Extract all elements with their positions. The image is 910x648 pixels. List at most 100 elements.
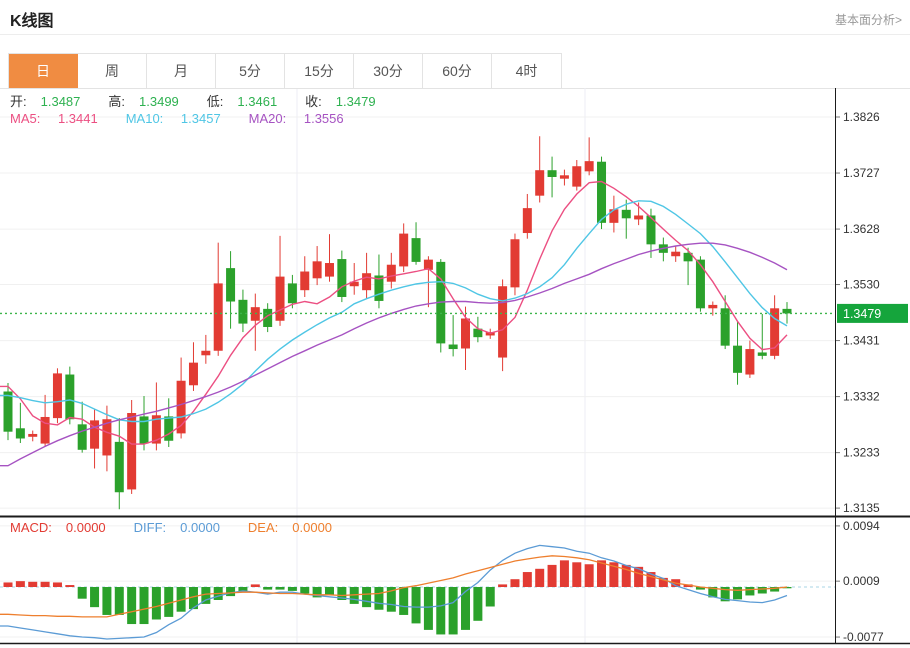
macd-bar xyxy=(201,587,211,604)
price-axis-label: 1.3431 xyxy=(843,334,880,348)
macd-bar xyxy=(634,566,644,587)
candle-body xyxy=(399,233,409,267)
macd-bar xyxy=(535,568,545,587)
legend-item-DEA: DEA: 0.0000 xyxy=(247,520,333,535)
macd-bar xyxy=(300,587,310,594)
candle-body xyxy=(263,308,273,327)
macd-bar xyxy=(683,584,693,587)
candle-body xyxy=(695,259,705,309)
macd-bar xyxy=(349,587,359,604)
candle-body xyxy=(609,209,619,223)
tab-4时[interactable]: 4时 xyxy=(492,54,561,88)
candle-body xyxy=(90,420,100,449)
candle-body xyxy=(226,268,236,302)
legend-item-DIFF: DIFF: 0.0000 xyxy=(133,520,220,535)
current-price-badge xyxy=(837,303,908,323)
macd-bar xyxy=(65,585,75,587)
candle-body xyxy=(597,161,607,223)
macd-bar xyxy=(423,587,433,630)
candle-body xyxy=(535,170,545,196)
price-axis-label: 1.3332 xyxy=(843,390,880,404)
macd-bar xyxy=(522,572,532,587)
macd-bar xyxy=(238,587,248,593)
macd-bar xyxy=(436,587,446,635)
fundamental-analysis-link[interactable]: 基本面分析> xyxy=(834,13,902,27)
legend-item-低: 低: 1.3461 xyxy=(206,94,278,109)
candle-body xyxy=(52,373,62,419)
macd-axis-label: 0.0009 xyxy=(843,574,880,588)
macd-bar xyxy=(263,587,273,590)
candle-body xyxy=(720,308,730,346)
candle-body xyxy=(423,259,433,270)
candle-body xyxy=(77,424,87,450)
macd-legend: MACD: 0.0000 DIFF: 0.0000 DEA: 0.0000 xyxy=(10,520,360,535)
tab-日[interactable]: 日 xyxy=(9,54,78,88)
macd-panel[interactable] xyxy=(0,517,835,644)
macd-bar xyxy=(312,587,322,598)
candle-body xyxy=(448,344,458,350)
macd-bar xyxy=(658,577,668,587)
macd-bar xyxy=(770,587,780,592)
candle-body xyxy=(634,215,644,220)
candle-body xyxy=(164,416,174,441)
macd-bar xyxy=(547,564,557,587)
macd-bar xyxy=(77,587,87,599)
tab-60分[interactable]: 60分 xyxy=(423,54,492,88)
price-axis-label: 1.3826 xyxy=(843,110,880,124)
tab-5分[interactable]: 5分 xyxy=(216,54,285,88)
tab-30分[interactable]: 30分 xyxy=(354,54,423,88)
ma-line-MA10 xyxy=(0,200,788,423)
ohlc-legend: 开: 1.3487 高: 1.3499 低: 1.3461 收: 1.3479 xyxy=(10,91,404,110)
main-chart-panel[interactable] xyxy=(0,88,835,517)
candle-body xyxy=(510,239,520,288)
macd-bar xyxy=(498,584,508,587)
candle-body xyxy=(671,251,681,257)
candle-body xyxy=(733,345,743,373)
macd-bar xyxy=(3,582,13,587)
header-divider xyxy=(0,34,910,35)
candle-body xyxy=(102,419,112,456)
candle-body xyxy=(287,283,297,304)
price-axis-label: 1.3530 xyxy=(843,278,880,292)
candle-body xyxy=(498,286,508,358)
macd-bar xyxy=(609,562,619,587)
candle-body xyxy=(547,170,557,177)
candle-body xyxy=(584,161,594,172)
candle-body xyxy=(362,273,372,291)
candle-body xyxy=(238,299,248,324)
macd-bar xyxy=(485,587,495,607)
macd-bar xyxy=(102,587,112,615)
macd-axis-label: -0.0077 xyxy=(843,630,884,644)
candle-body xyxy=(324,263,334,277)
macd-bar xyxy=(733,587,743,600)
macd-bar xyxy=(139,587,149,625)
tab-周[interactable]: 周 xyxy=(78,54,147,88)
candle-body xyxy=(473,328,483,338)
candle-body xyxy=(646,215,656,245)
legend-item-高: 高: 1.3499 xyxy=(108,94,179,109)
ma-line-MA5 xyxy=(0,180,788,445)
macd-bar xyxy=(448,587,458,635)
price-axis-label: 1.3135 xyxy=(843,501,880,515)
macd-bar xyxy=(597,560,607,587)
candle-body xyxy=(28,433,38,437)
price-axis-label: 1.3628 xyxy=(843,222,880,236)
candle-body xyxy=(374,275,384,301)
macd-bar xyxy=(473,587,483,621)
macd-bar xyxy=(362,587,372,608)
legend-item-收: 收: 1.3479 xyxy=(305,94,376,109)
candle-body xyxy=(461,318,471,349)
tab-15分[interactable]: 15分 xyxy=(285,54,354,88)
tab-月[interactable]: 月 xyxy=(147,54,216,88)
macd-bar xyxy=(757,587,767,594)
legend-item-MA10: MA10: 1.3457 xyxy=(125,111,221,126)
macd-bar xyxy=(695,587,705,590)
macd-bar xyxy=(151,587,161,620)
macd-bar xyxy=(226,587,236,597)
legend-item-开: 开: 1.3487 xyxy=(10,94,81,109)
macd-bar xyxy=(250,584,260,587)
macd-line-DIFF xyxy=(0,544,788,640)
macd-bar xyxy=(127,587,137,625)
